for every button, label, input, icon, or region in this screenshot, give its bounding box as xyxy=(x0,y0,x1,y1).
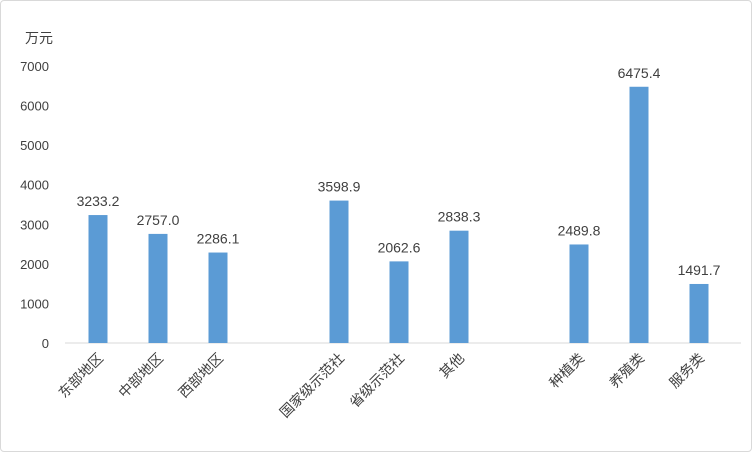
category-label: 服务类 xyxy=(667,351,708,392)
bar xyxy=(629,86,649,344)
category-label: 中部地区 xyxy=(116,351,167,402)
y-axis-unit-label: 万元 xyxy=(25,31,53,47)
y-axis-ticks: 0 1000 2000 3000 4000 5000 6000 7000 xyxy=(20,59,49,351)
y-tick-label: 7000 xyxy=(20,59,49,74)
category-label: 国家级示范社 xyxy=(276,350,347,421)
bar xyxy=(569,244,589,343)
y-tick-label: 3000 xyxy=(20,217,49,232)
y-tick-label: 5000 xyxy=(20,138,49,153)
y-tick-label: 6000 xyxy=(20,99,49,114)
category-label: 养殖类 xyxy=(606,350,648,392)
bar xyxy=(208,252,228,343)
category-label: 省级示范社 xyxy=(346,350,408,412)
bar xyxy=(329,200,349,343)
data-label: 2489.8 xyxy=(558,222,601,238)
category-label: 种植类 xyxy=(547,351,588,392)
data-label: 2062.6 xyxy=(378,239,421,255)
data-label: 3233.2 xyxy=(77,193,120,209)
data-label: 3598.9 xyxy=(318,179,361,195)
data-label: 6475.4 xyxy=(618,65,661,81)
bar xyxy=(449,230,469,343)
y-tick-label: 1000 xyxy=(20,296,49,311)
category-labels: 东部地区 中部地区 西部地区 国家级示范社 省级示范社 其他 种植类 养殖类 服务类 xyxy=(56,350,708,421)
bar xyxy=(148,233,168,343)
data-label: 2838.3 xyxy=(438,209,481,225)
y-tick-label: 4000 xyxy=(20,178,49,193)
category-label: 西部地区 xyxy=(176,351,227,402)
category-label: 其他 xyxy=(437,351,468,382)
data-label: 2286.1 xyxy=(197,231,240,247)
y-tick-label: 2000 xyxy=(20,257,49,272)
bar xyxy=(389,261,409,343)
bar xyxy=(88,215,108,343)
y-tick-label: 0 xyxy=(42,336,49,351)
bar xyxy=(689,283,709,343)
data-label: 1491.7 xyxy=(678,262,721,278)
data-labels: 3233.2 2757.0 2286.1 3598.9 2062.6 2838.3 2489… xyxy=(77,65,721,278)
category-label: 东部地区 xyxy=(56,351,107,402)
bars xyxy=(88,86,709,344)
data-label: 2757.0 xyxy=(137,212,180,228)
